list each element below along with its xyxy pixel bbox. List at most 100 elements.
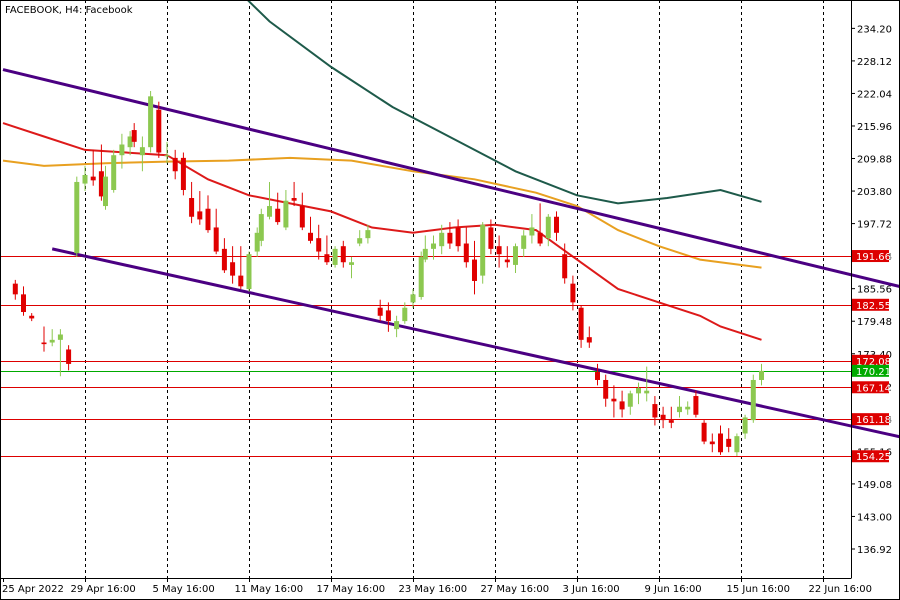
y-tick-label-3: 215.96 bbox=[857, 122, 892, 133]
candle-body-85 bbox=[701, 422, 707, 442]
candle-15 bbox=[131, 123, 137, 148]
candle-45 bbox=[377, 299, 383, 322]
candle-body-13 bbox=[119, 144, 125, 156]
candle-body-70 bbox=[578, 307, 584, 340]
x-tick-label-1: 29 Apr 16:00 bbox=[71, 584, 136, 595]
candle-body-44 bbox=[365, 230, 371, 239]
candle-body-34 bbox=[283, 200, 289, 228]
candle-body-22 bbox=[189, 198, 195, 217]
candle-81 bbox=[668, 406, 674, 429]
y-tick-label-4: 209.88 bbox=[857, 155, 892, 166]
candle-body-48 bbox=[402, 307, 408, 322]
candle-40 bbox=[332, 246, 338, 268]
candle-body-40 bbox=[332, 248, 338, 265]
candle-body-81 bbox=[668, 420, 674, 423]
candles bbox=[12, 90, 764, 456]
candle-body-54 bbox=[447, 232, 453, 244]
candle-0 bbox=[12, 279, 18, 300]
level-badge-bg-0 bbox=[852, 250, 889, 263]
candle-body-77 bbox=[636, 388, 641, 394]
candle-body-50 bbox=[418, 256, 424, 298]
candle-body-72 bbox=[595, 371, 600, 380]
candle-body-3 bbox=[41, 342, 47, 345]
candle-51 bbox=[422, 235, 428, 263]
candle-1 bbox=[21, 286, 26, 316]
candle-79 bbox=[652, 396, 658, 426]
level-badge-bg-6 bbox=[852, 450, 889, 463]
candle-body-84 bbox=[693, 396, 699, 415]
candle-32 bbox=[267, 181, 272, 220]
candle-34 bbox=[283, 189, 289, 231]
candle-body-17 bbox=[148, 96, 154, 148]
candle-body-42 bbox=[349, 262, 354, 265]
candle-body-2 bbox=[29, 315, 35, 319]
candle-body-76 bbox=[627, 393, 633, 407]
x-tick-label-9: 15 Jun 16:00 bbox=[727, 584, 791, 595]
candle-body-24 bbox=[205, 208, 211, 231]
candle-58 bbox=[480, 222, 486, 284]
y-tick-label-6: 197.72 bbox=[857, 220, 892, 231]
trendlines bbox=[2, 68, 900, 439]
candle-76 bbox=[627, 390, 633, 415]
candle-body-14 bbox=[127, 136, 133, 148]
candle-20 bbox=[172, 149, 178, 180]
candle-55 bbox=[455, 219, 461, 252]
candle-body-39 bbox=[324, 254, 330, 263]
level-badge-bg-5 bbox=[852, 413, 889, 426]
candle-28 bbox=[238, 246, 244, 289]
x-tick-label-4: 17 May 16:00 bbox=[317, 584, 386, 595]
candle-body-79 bbox=[652, 404, 658, 418]
candle-43 bbox=[357, 230, 363, 247]
candle-3 bbox=[41, 326, 47, 352]
candle-31 bbox=[258, 208, 264, 247]
candle-41 bbox=[340, 240, 346, 268]
candle-body-89 bbox=[734, 436, 740, 453]
candle-44 bbox=[365, 224, 371, 244]
candle-72 bbox=[595, 363, 600, 386]
y-tick-label-14: 149.08 bbox=[857, 480, 892, 491]
candle-body-59 bbox=[488, 227, 494, 249]
candle-85 bbox=[701, 420, 707, 445]
candle-88 bbox=[726, 428, 732, 453]
candle-body-27 bbox=[230, 262, 236, 276]
level-badge-label-2: 172.08 bbox=[856, 357, 891, 368]
candle-body-8 bbox=[82, 175, 88, 184]
candle-body-55 bbox=[455, 227, 461, 247]
candle-body-25 bbox=[213, 227, 219, 252]
candle-body-31 bbox=[258, 214, 264, 241]
candle-12 bbox=[111, 149, 117, 193]
candle-77 bbox=[636, 382, 641, 405]
candle-2 bbox=[29, 313, 35, 322]
candle-body-80 bbox=[660, 414, 666, 421]
candle-57 bbox=[472, 240, 477, 295]
candle-39 bbox=[324, 235, 330, 265]
candle-body-88 bbox=[726, 438, 732, 447]
candle-69 bbox=[570, 275, 576, 311]
candle-body-37 bbox=[308, 232, 313, 241]
candle-body-91 bbox=[750, 379, 756, 421]
candle-body-71 bbox=[586, 337, 592, 343]
candle-body-26 bbox=[221, 248, 227, 271]
candle-body-53 bbox=[439, 232, 445, 247]
candle-body-51 bbox=[422, 248, 428, 260]
candle-33 bbox=[275, 192, 281, 225]
candle-42 bbox=[349, 256, 354, 279]
candle-body-18 bbox=[156, 109, 162, 153]
y-tick-label-5: 203.80 bbox=[857, 187, 892, 198]
candle-86 bbox=[709, 433, 715, 453]
candle-body-47 bbox=[394, 321, 400, 330]
moving-averages bbox=[2, 0, 762, 341]
candle-82 bbox=[677, 396, 682, 418]
candle-64 bbox=[529, 214, 535, 244]
candle-body-9 bbox=[90, 176, 96, 181]
x-tick-label-5: 23 May 16:00 bbox=[399, 584, 468, 595]
candle-body-63 bbox=[521, 235, 527, 249]
candle-46 bbox=[385, 302, 391, 332]
candle-10 bbox=[98, 144, 104, 201]
candle-87 bbox=[718, 425, 723, 455]
candle-56 bbox=[463, 227, 469, 268]
candle-body-38 bbox=[316, 238, 322, 252]
candle-90 bbox=[742, 414, 748, 439]
